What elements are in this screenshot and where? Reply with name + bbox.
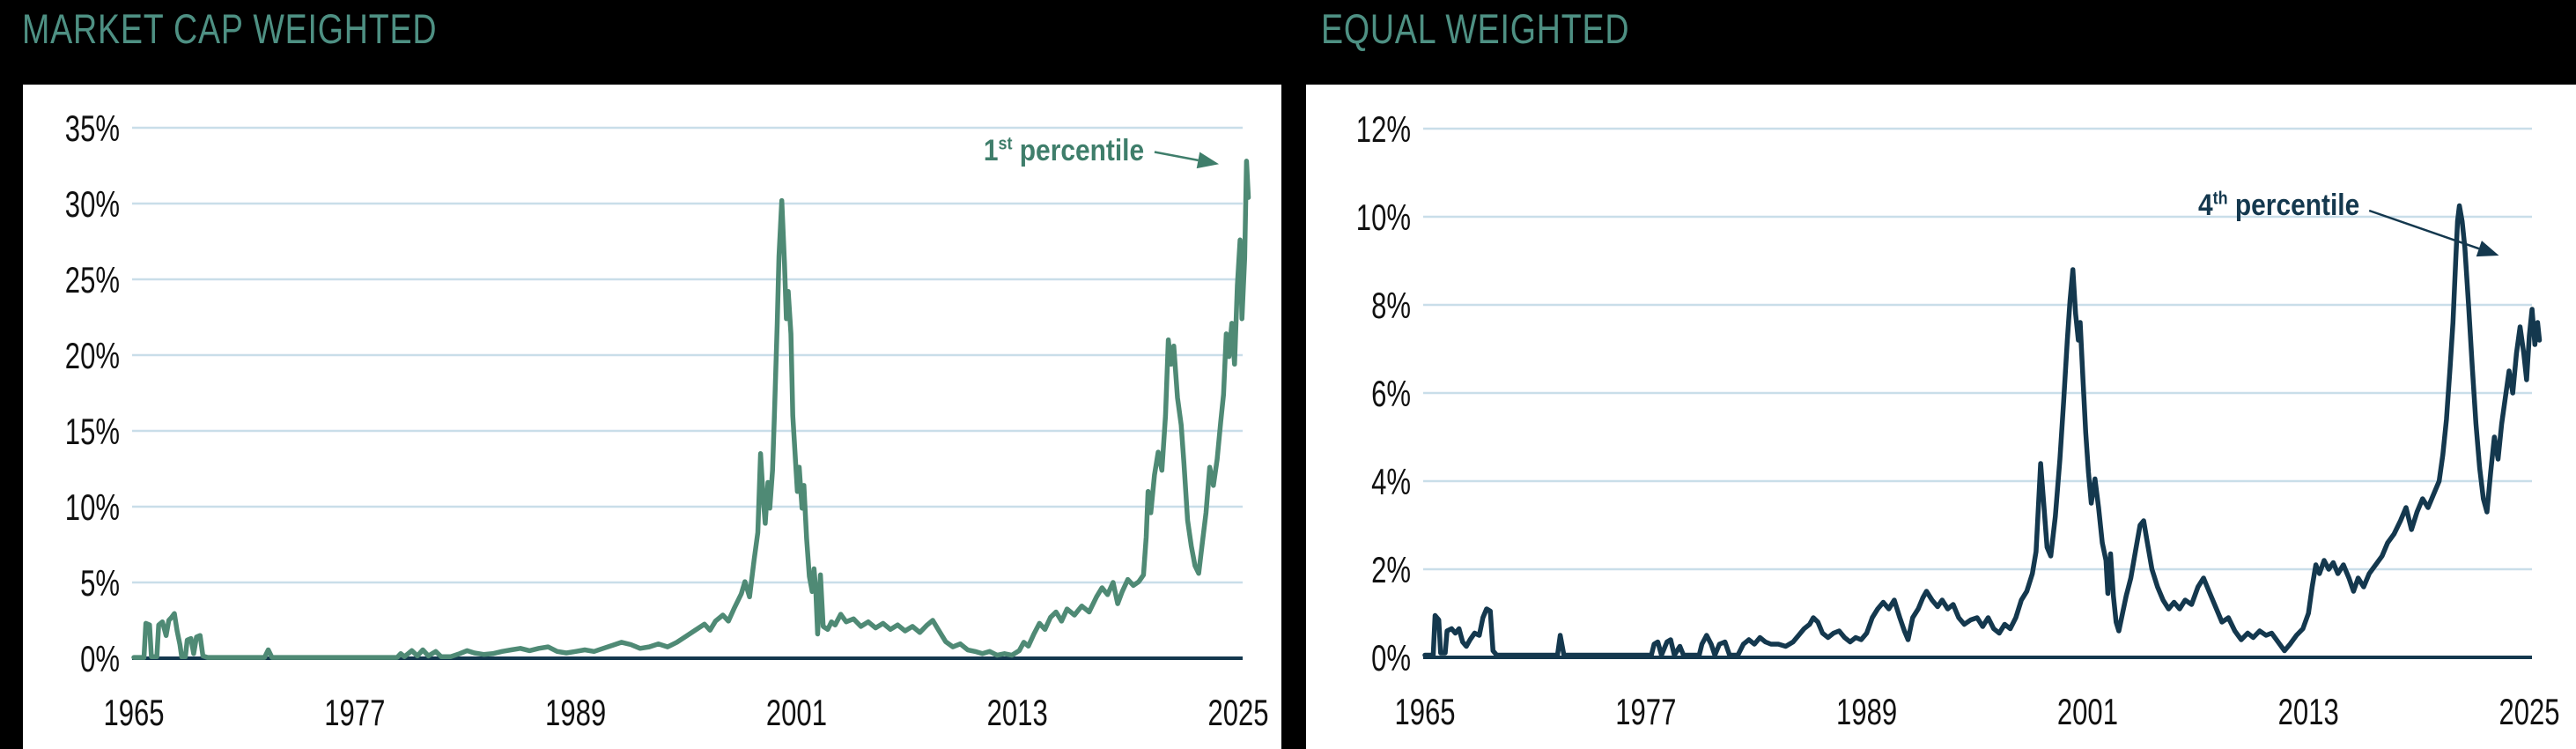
x-tick-label: 1989 xyxy=(545,692,606,733)
svg-text:10%: 10% xyxy=(65,487,120,529)
svg-text:25%: 25% xyxy=(65,260,120,301)
x-tick-label: 2001 xyxy=(2057,691,2118,732)
y-tick-label: 5% xyxy=(80,563,120,604)
y-tick-label: 8% xyxy=(1371,286,1411,327)
annotation-arrow-line xyxy=(1154,151,1199,162)
svg-text:1977: 1977 xyxy=(324,692,385,733)
svg-text:1989: 1989 xyxy=(545,692,606,733)
svg-text:2013: 2013 xyxy=(2278,691,2339,732)
chart-title-equal-weighted: EQUAL WEIGHTED xyxy=(1321,5,1630,52)
svg-text:10%: 10% xyxy=(1356,197,1411,239)
annotation-arrowhead-icon xyxy=(1196,152,1220,169)
x-tick-label: 2025 xyxy=(1207,692,1268,733)
y-tick-label: 0% xyxy=(80,639,120,680)
y-tick-label: 10% xyxy=(1356,197,1411,239)
data-series-line xyxy=(1422,203,2543,658)
x-tick-label: 1965 xyxy=(1394,691,1455,732)
annotation-arrow-line xyxy=(2368,209,2480,250)
y-tick-label: 25% xyxy=(65,260,120,301)
annotation-text: percentile xyxy=(2228,188,2360,222)
chart-panel-market-cap-weighted: 0% 5% 10% 15% 20% 25% 30% 35% 1965 1977 1989 2001 20… xyxy=(23,85,1281,749)
x-tick-label: 1977 xyxy=(1615,691,1676,732)
svg-text:0%: 0% xyxy=(80,639,120,680)
svg-text:2025: 2025 xyxy=(1207,692,1268,733)
svg-text:20%: 20% xyxy=(65,336,120,377)
x-tick-label: 1989 xyxy=(1836,691,1897,732)
y-tick-label: 0% xyxy=(1371,638,1411,679)
annotation-ordinal: th xyxy=(2213,189,2229,209)
annotation-number: 1 xyxy=(984,133,999,167)
svg-text:4%: 4% xyxy=(1371,462,1411,503)
x-tick-label: 2001 xyxy=(766,692,827,733)
svg-text:2013: 2013 xyxy=(987,692,1048,733)
y-tick-label: 4% xyxy=(1371,462,1411,503)
annotation-arrowhead-icon xyxy=(2476,241,2499,257)
chart-title-market-cap-weighted: MARKET CAP WEIGHTED xyxy=(22,5,438,52)
svg-text:1965: 1965 xyxy=(1394,691,1455,732)
y-tick-label: 35% xyxy=(65,108,120,150)
x-tick-label: 1965 xyxy=(103,692,164,733)
svg-text:1965: 1965 xyxy=(103,692,164,733)
chart-panel-equal-weighted: 0% 2% 4% 6% 8% 10% 12% 1965 1977 1989 2001 2013 2025… xyxy=(1306,85,2576,749)
x-tick-label: 2013 xyxy=(987,692,1048,733)
svg-text:2025: 2025 xyxy=(2498,691,2559,732)
annotation-ordinal: st xyxy=(998,134,1013,154)
line-chart-equal-weighted: 0% 2% 4% 6% 8% 10% 12% 1965 1977 1989 2001 2013 2025 xyxy=(1356,109,2560,732)
svg-text:0%: 0% xyxy=(1371,638,1411,679)
y-tick-label: 12% xyxy=(1356,109,1411,151)
annotation-text: percentile xyxy=(1012,133,1145,167)
y-tick-label: 15% xyxy=(65,412,120,453)
x-tick-label: 2025 xyxy=(2498,691,2559,732)
annotation-1st-percentile: 1st percentile xyxy=(984,133,1144,167)
x-tick-label: 2013 xyxy=(2278,691,2339,732)
svg-text:8%: 8% xyxy=(1371,286,1411,327)
svg-text:1977: 1977 xyxy=(1615,691,1676,732)
y-tick-label: 10% xyxy=(65,487,120,529)
data-series-line xyxy=(131,159,1251,660)
annotation-4th-percentile: 4th percentile xyxy=(2198,189,2359,223)
y-tick-label: 2% xyxy=(1371,550,1411,591)
y-tick-label: 20% xyxy=(65,336,120,377)
svg-text:2001: 2001 xyxy=(766,692,827,733)
annotation-number: 4 xyxy=(2198,188,2214,222)
svg-text:2%: 2% xyxy=(1371,550,1411,591)
line-chart-market-cap-weighted: 0% 5% 10% 15% 20% 25% 30% 35% 1965 1977 1989 2001 20… xyxy=(65,108,1269,733)
svg-text:15%: 15% xyxy=(65,412,120,453)
x-tick-label: 1977 xyxy=(324,692,385,733)
svg-text:35%: 35% xyxy=(65,108,120,150)
svg-text:30%: 30% xyxy=(65,184,120,226)
svg-text:12%: 12% xyxy=(1356,109,1411,151)
svg-text:6%: 6% xyxy=(1371,374,1411,415)
svg-text:1989: 1989 xyxy=(1836,691,1897,732)
svg-text:5%: 5% xyxy=(80,563,120,604)
svg-text:2001: 2001 xyxy=(2057,691,2118,732)
y-tick-label: 30% xyxy=(65,184,120,226)
y-tick-label: 6% xyxy=(1371,374,1411,415)
